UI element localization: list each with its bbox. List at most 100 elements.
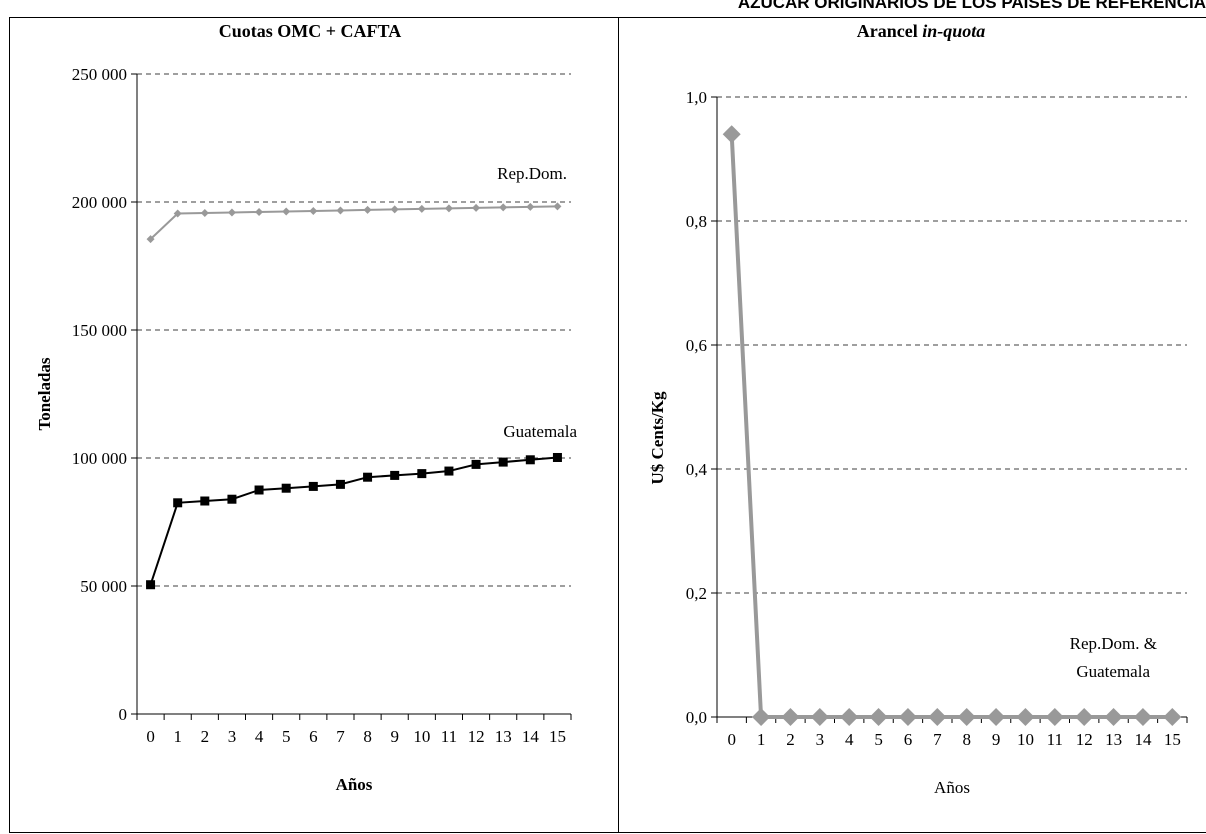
x-axis-label: Años [934, 778, 970, 797]
data-point [499, 203, 508, 212]
data-point [281, 483, 291, 493]
data-point [898, 708, 917, 726]
data-point [1075, 708, 1094, 726]
y-tick-label: 250 000 [72, 65, 127, 84]
data-point [1045, 708, 1064, 726]
y-tick-label: 0,2 [686, 584, 707, 603]
x-tick-label: 3 [816, 730, 825, 749]
series-label: Rep.Dom. & [1070, 634, 1157, 653]
x-tick-label: 10 [413, 727, 430, 746]
data-point [282, 207, 291, 216]
x-tick-label: 1 [757, 730, 766, 749]
data-point [472, 203, 481, 212]
x-tick-label: 2 [786, 730, 795, 749]
y-tick-label: 0,8 [686, 212, 707, 231]
data-point [390, 205, 399, 214]
x-tick-label: 7 [336, 727, 345, 746]
series-line [729, 134, 1173, 719]
data-point [200, 496, 210, 506]
chart-title: Cuotas OMC + CAFTA [219, 21, 401, 41]
x-tick-label: 5 [282, 727, 291, 746]
data-point [308, 481, 318, 491]
data-point [417, 204, 426, 213]
y-tick-label: 200 000 [72, 193, 127, 212]
x-tick-label: 0 [146, 727, 155, 746]
x-tick-label: 0 [727, 730, 736, 749]
data-point [722, 125, 741, 144]
x-tick-label: 6 [309, 727, 318, 746]
data-point [227, 208, 236, 217]
data-point [553, 202, 562, 211]
series-label: Guatemala [1076, 662, 1150, 681]
y-tick-label: 50 000 [80, 577, 127, 596]
x-tick-label: 4 [845, 730, 854, 749]
y-axis-label: Toneladas [35, 357, 54, 430]
data-point [363, 205, 372, 214]
x-tick-label: 13 [1105, 730, 1122, 749]
data-point [869, 708, 888, 726]
x-tick-label: 9 [992, 730, 1001, 749]
data-point [1133, 708, 1152, 726]
data-point [1016, 708, 1035, 726]
y-tick-label: 150 000 [72, 321, 127, 340]
chart-title: Arancel in-quota [857, 21, 986, 41]
data-point [552, 452, 562, 462]
series-label: Guatemala [503, 422, 577, 441]
x-tick-label: 9 [390, 727, 399, 746]
x-tick-label: 8 [363, 727, 372, 746]
series-line [149, 456, 558, 586]
x-tick-label: 2 [201, 727, 210, 746]
x-tick-label: 13 [495, 727, 512, 746]
series-label: Rep.Dom. [497, 164, 567, 183]
data-point [309, 206, 318, 215]
x-tick-label: 15 [1164, 730, 1181, 749]
data-point [444, 466, 454, 476]
x-tick-label: 10 [1017, 730, 1034, 749]
x-axis-label: Años [336, 775, 373, 794]
x-tick-label: 11 [441, 727, 457, 746]
data-point [255, 207, 264, 216]
data-point [526, 202, 535, 211]
y-axis-label: U$ Cents/Kg [648, 391, 667, 485]
x-tick-label: 1 [173, 727, 182, 746]
data-point [752, 708, 771, 726]
x-tick-label: 12 [1076, 730, 1093, 749]
data-point [336, 206, 345, 215]
x-tick-label: 14 [522, 727, 540, 746]
data-point [173, 209, 182, 218]
left-chart-panel: Cuotas OMC + CAFTA 0 50 000 100 000 150 000 2… [9, 17, 619, 833]
y-tick-label: 0,0 [686, 708, 707, 727]
data-point [444, 204, 453, 213]
data-point [471, 459, 481, 469]
data-point [987, 708, 1006, 726]
x-tick-label: 3 [228, 727, 237, 746]
data-point [146, 580, 156, 590]
y-tick-label: 1,0 [686, 88, 707, 107]
data-point [498, 457, 508, 467]
x-tick-label: 14 [1134, 730, 1152, 749]
report-header-title: AZÚCAR ORIGINARIOS DE LOS PAÍSES DE REFE… [737, 0, 1206, 12]
data-point [390, 470, 400, 480]
x-tick-label: 15 [549, 727, 566, 746]
y-tick-label: 0 [119, 705, 128, 724]
data-point [146, 235, 155, 244]
data-point [957, 708, 976, 726]
data-point [1104, 708, 1123, 726]
data-point [781, 708, 800, 726]
x-tick-label: 11 [1047, 730, 1063, 749]
data-point [335, 479, 345, 489]
x-tick-label: 7 [933, 730, 942, 749]
x-tick-label: 5 [874, 730, 883, 749]
x-tick-label: 12 [468, 727, 485, 746]
x-tick-label: 4 [255, 727, 264, 746]
quota-line-chart: Cuotas OMC + CAFTA 0 50 000 100 000 150 000 2… [35, 21, 577, 794]
x-tick-label: 8 [962, 730, 971, 749]
data-point [173, 498, 183, 508]
data-point [840, 708, 859, 726]
data-point [1163, 708, 1182, 726]
data-point [810, 708, 829, 726]
data-point [254, 485, 264, 495]
y-tick-label: 100 000 [72, 449, 127, 468]
data-point [928, 708, 947, 726]
